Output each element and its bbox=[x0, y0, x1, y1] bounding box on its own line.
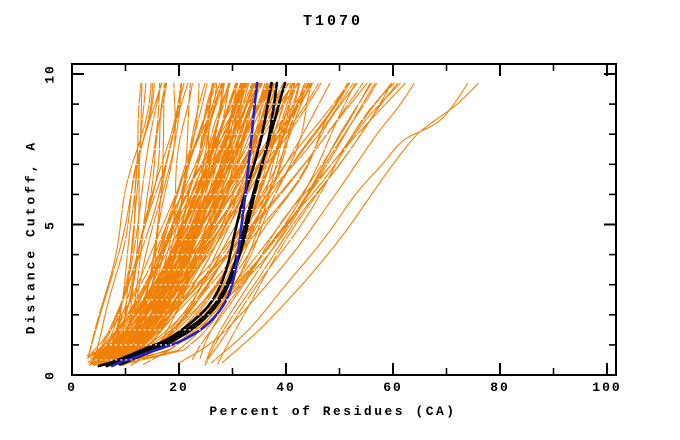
ensemble-curves bbox=[86, 82, 479, 367]
server-model-curve bbox=[204, 82, 406, 363]
y-tick-label: 10 bbox=[42, 64, 58, 84]
server-model-outlier-curve bbox=[210, 82, 469, 364]
y-tick-label: 5 bbox=[42, 219, 58, 230]
dotted-rows bbox=[89, 88, 393, 361]
x-tick-label: 80 bbox=[490, 380, 510, 395]
x-tick-label: 100 bbox=[592, 380, 622, 395]
server-model-curve bbox=[134, 82, 349, 364]
server-model-curve bbox=[111, 82, 244, 358]
server-model-curve bbox=[115, 82, 350, 365]
y-tick-label: 0 bbox=[42, 370, 58, 380]
server-model-curve bbox=[102, 82, 246, 358]
server-model-curve bbox=[122, 82, 223, 367]
server-model-curve bbox=[87, 82, 152, 357]
server-model-curve bbox=[117, 82, 215, 358]
server-model-curve bbox=[117, 82, 230, 358]
server-model-curve bbox=[130, 82, 356, 364]
server-model-outlier-curve bbox=[178, 82, 415, 364]
plot-title: T1070 bbox=[302, 13, 364, 30]
server-model-curve bbox=[97, 82, 248, 360]
server-model-curve bbox=[105, 82, 248, 359]
server-model-curve bbox=[118, 82, 176, 361]
server-model-curve bbox=[94, 82, 217, 360]
server-model-curve bbox=[90, 82, 239, 357]
y-axis-title: Distance Cutoff, A bbox=[23, 139, 39, 335]
server-model-curve bbox=[191, 82, 401, 361]
axes-frame bbox=[71, 63, 617, 376]
server-model-curve bbox=[119, 82, 147, 364]
server-model-curve bbox=[115, 82, 154, 361]
x-tick-label: 0 bbox=[67, 380, 77, 395]
x-tick-label: 40 bbox=[276, 380, 296, 395]
server-model-curve bbox=[145, 82, 331, 357]
highlight-model-1-curve bbox=[97, 81, 273, 368]
server-model-curve bbox=[123, 82, 218, 358]
server-model-curve bbox=[216, 82, 393, 365]
x-tick-label: 20 bbox=[169, 380, 189, 395]
x-axis-title: Percent of Residues (CA) bbox=[209, 404, 457, 419]
server-model-curve bbox=[103, 82, 161, 359]
server-model-curve bbox=[97, 82, 163, 359]
server-model-outlier-curve bbox=[221, 82, 479, 364]
x-tick-label: 60 bbox=[383, 380, 403, 395]
server-model-curve bbox=[108, 82, 364, 361]
server-model-curve bbox=[94, 82, 182, 361]
server-model-curve bbox=[124, 82, 238, 363]
curves-layer bbox=[86, 81, 479, 368]
server-model-curve bbox=[90, 82, 185, 363]
server-model-curve bbox=[205, 82, 392, 363]
server-model-curve bbox=[97, 82, 221, 359]
